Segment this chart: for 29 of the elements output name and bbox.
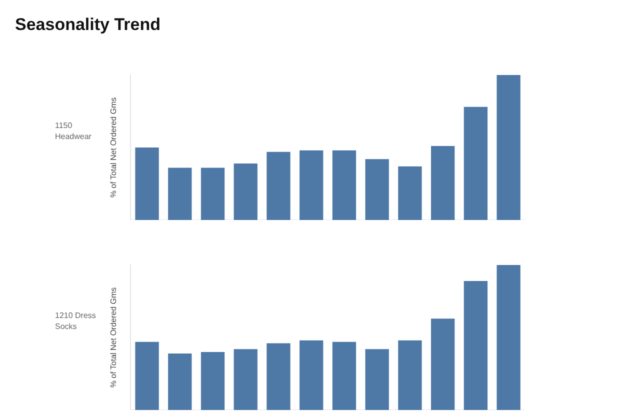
- bar: [200, 168, 225, 220]
- bar: [332, 342, 356, 410]
- y-axis-title: % of Total Net Ordered Gms: [109, 97, 118, 198]
- text: 1150 Headwear: [55, 120, 92, 142]
- bar: [234, 349, 258, 410]
- bar: [496, 265, 520, 410]
- bar: [200, 352, 225, 410]
- bar: [464, 106, 488, 220]
- bar: [266, 152, 290, 220]
- bar: [300, 150, 324, 220]
- bar: [365, 349, 389, 410]
- bar: [398, 340, 422, 410]
- bar: [234, 163, 258, 220]
- bar: [464, 280, 488, 410]
- text: 1210 Dress Socks: [55, 310, 96, 332]
- bar: [332, 150, 356, 220]
- bar: [431, 318, 455, 410]
- bar: [398, 166, 422, 220]
- bar: [300, 340, 324, 410]
- bar: [431, 146, 455, 220]
- bar: [135, 148, 159, 220]
- bar: [168, 353, 192, 410]
- y-axis-title: % of Total Net Ordered Gms: [109, 287, 118, 388]
- bar: [135, 342, 159, 410]
- bar: [266, 343, 290, 410]
- chart-title: Seasonality Trend: [15, 15, 160, 35]
- bar: [496, 75, 520, 220]
- bar: [365, 159, 389, 220]
- bar: [168, 168, 192, 220]
